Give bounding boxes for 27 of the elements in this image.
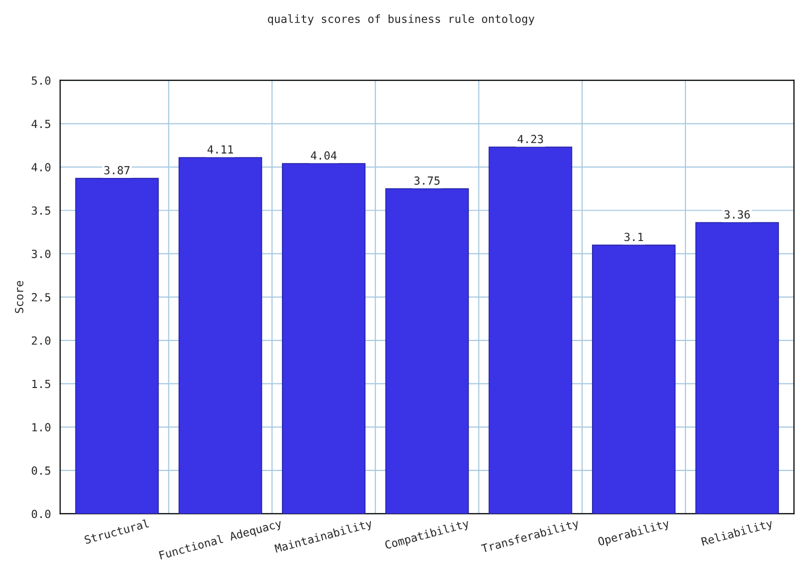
bar <box>385 188 469 514</box>
y-tick-label: 3.0 <box>32 250 50 258</box>
y-tick-label: 2.5 <box>32 293 50 302</box>
y-tick-label: 3.5 <box>32 206 50 215</box>
bar <box>75 178 159 514</box>
bar <box>178 157 262 514</box>
y-tick-label: 1.5 <box>32 380 50 388</box>
y-tick-label: 0.5 <box>32 466 50 475</box>
y-tick-label: 4.0 <box>32 163 50 172</box>
y-tick-label: 1.0 <box>32 423 50 432</box>
data-label: 4.11 <box>208 145 233 154</box>
bar <box>282 163 366 514</box>
data-label: 3.87 <box>104 166 130 174</box>
bar <box>488 146 572 514</box>
y-tick-label: 2.0 <box>32 336 50 345</box>
data-label: 3.36 <box>724 210 750 219</box>
y-tick-label: 4.5 <box>32 120 50 128</box>
chart-title: quality scores of business rule ontology <box>268 14 534 26</box>
bar <box>695 222 779 514</box>
data-label: 3.75 <box>414 176 440 185</box>
data-label: 4.04 <box>310 151 337 160</box>
y-tick-label: 5.0 <box>32 76 50 85</box>
data-label: 4.23 <box>518 134 543 144</box>
data-label: 3.1 <box>624 232 644 242</box>
y-axis-title: Score <box>14 280 24 314</box>
y-tick-label: 0.0 <box>32 510 50 518</box>
bar <box>592 244 676 514</box>
